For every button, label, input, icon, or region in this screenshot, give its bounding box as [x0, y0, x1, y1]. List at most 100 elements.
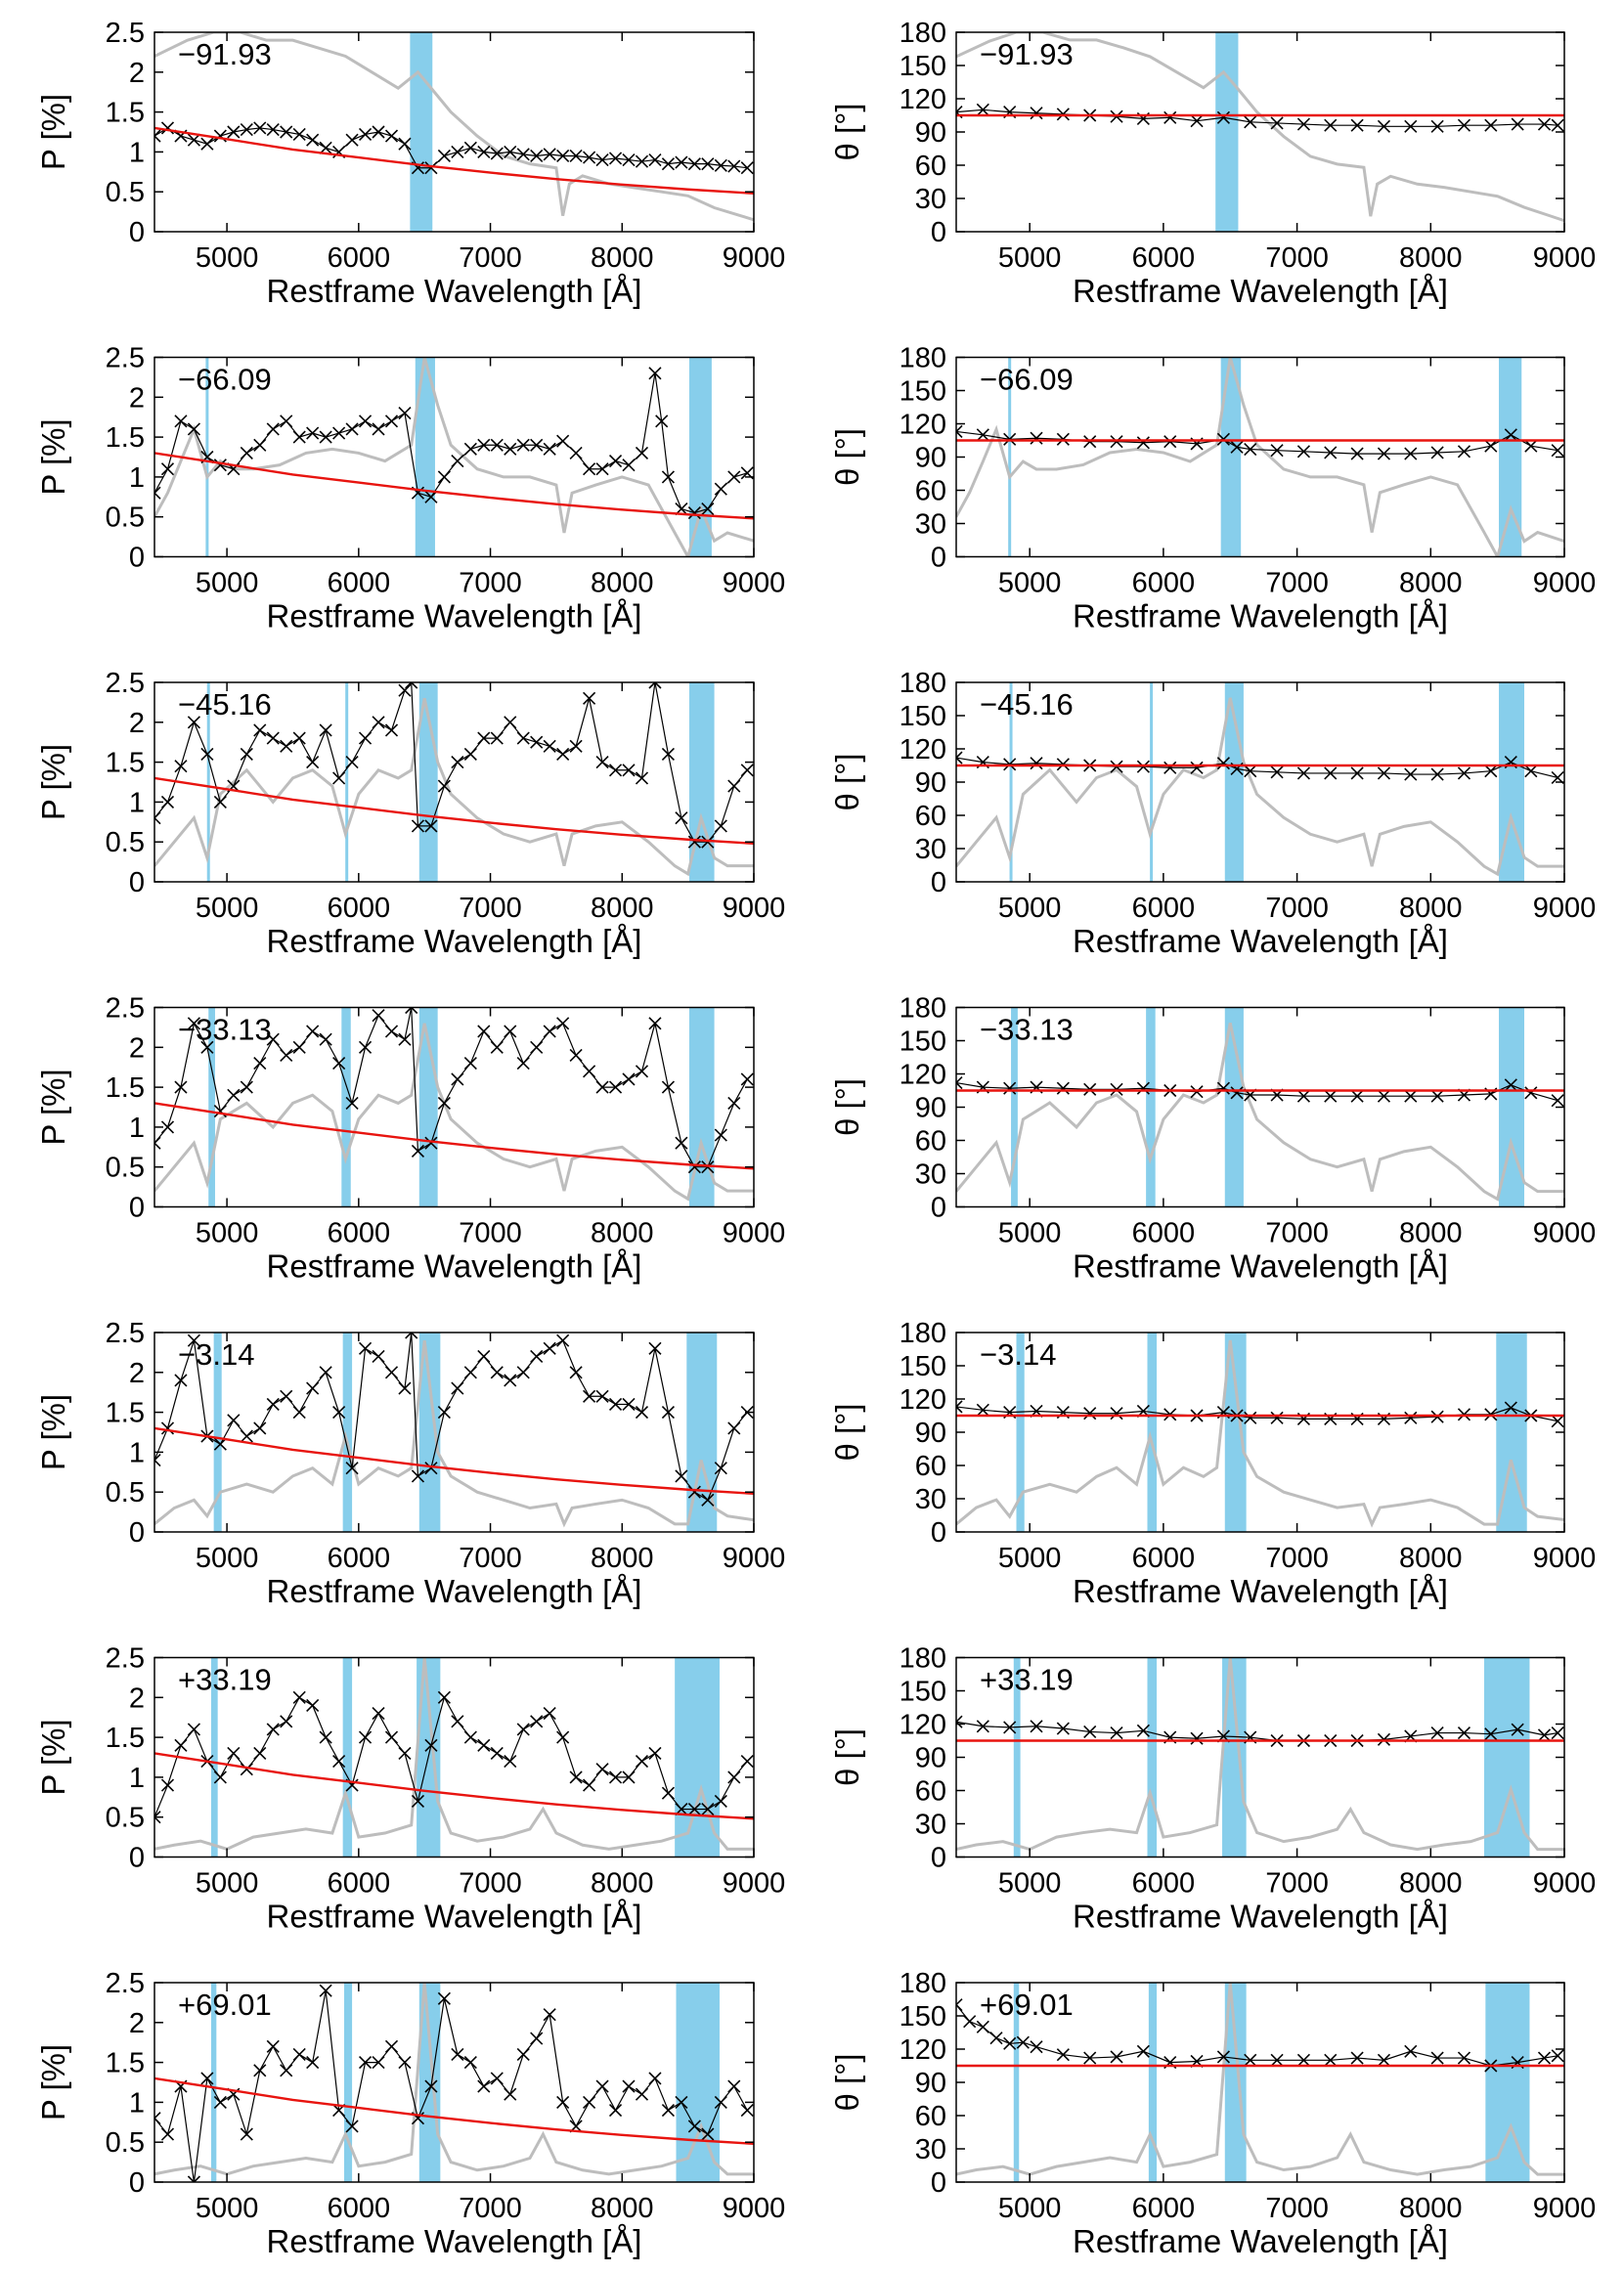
- y-tick-label: 1.5: [106, 98, 145, 129]
- data-point: [1003, 1721, 1017, 1734]
- data-point: [675, 2095, 688, 2109]
- data-point: [187, 716, 200, 729]
- data-point: [1404, 2044, 1418, 2058]
- data-point: [154, 1811, 161, 1824]
- model-curve: [154, 452, 754, 520]
- data-point: [424, 819, 438, 833]
- data-point: [1110, 1407, 1123, 1421]
- data-point: [1244, 443, 1257, 457]
- data-point: [424, 1738, 438, 1752]
- y-tick-label: 1.5: [106, 2048, 145, 2079]
- axes-frame: [154, 1006, 755, 1208]
- data-point: [1457, 766, 1471, 780]
- data-point: [405, 1007, 418, 1015]
- data-point: [306, 426, 320, 440]
- flux-spectrum-line: [154, 1983, 754, 2176]
- data-point: [661, 1406, 675, 1420]
- data-series-line: [154, 127, 748, 169]
- data-point: [516, 438, 530, 452]
- data-point: [372, 2056, 385, 2070]
- y-tick-label: 180: [900, 1318, 946, 1349]
- data-point: [516, 1057, 530, 1071]
- panel-label: −3.14: [980, 1337, 1056, 1372]
- axes-frame: [154, 31, 755, 233]
- data-point: [1551, 1415, 1564, 1428]
- x-tick-label: 9000: [1533, 1868, 1597, 1900]
- data-point: [1504, 428, 1517, 442]
- y-tick-label: 150: [900, 1027, 946, 1058]
- model-curve: [154, 1102, 754, 1170]
- data-point: [1030, 757, 1043, 770]
- data-point: [292, 430, 306, 444]
- x-tick-label: 9000: [723, 568, 786, 599]
- data-point: [1511, 1723, 1524, 1736]
- data-point: [490, 2072, 504, 2085]
- data-point: [556, 1333, 570, 1347]
- data-point: [358, 1730, 373, 1744]
- y-tick-label: 90: [915, 1743, 946, 1774]
- x-tick-label: 7000: [1265, 1868, 1329, 1900]
- x-tick-label: 6000: [328, 242, 391, 274]
- data-point: [635, 154, 649, 168]
- data-point: [1216, 1081, 1230, 1095]
- plot-area: [154, 682, 754, 882]
- data-point: [1016, 2035, 1030, 2049]
- data-point: [516, 1366, 530, 1379]
- y-axis-label: P [%]: [35, 1394, 71, 1470]
- data-point: [345, 422, 359, 436]
- data-point: [292, 1040, 306, 1054]
- data-point: [345, 1096, 359, 1110]
- data-point: [687, 1802, 701, 1816]
- data-point: [727, 470, 741, 484]
- data-point: [1430, 1089, 1444, 1103]
- data-point: [1163, 110, 1177, 124]
- data-point: [187, 422, 200, 436]
- panel-4-polarization: 5000 6000 7000 8000 9000 0 0.5 1 1.5 2 2.5 Restfram…: [35, 993, 785, 1285]
- data-point: [405, 1333, 418, 1339]
- data-point: [1404, 1411, 1418, 1424]
- x-tick-label: 7000: [459, 893, 522, 924]
- data-series-line: [956, 1721, 1558, 1742]
- highlight-band: [1016, 1333, 1025, 1532]
- data-point: [1484, 1727, 1498, 1741]
- data-point: [569, 149, 583, 163]
- data-point: [1457, 2051, 1471, 2065]
- panel-label: +69.01: [980, 1988, 1074, 2022]
- data-point: [635, 1065, 649, 1078]
- data-point: [437, 1991, 451, 2005]
- data-point: [306, 133, 320, 147]
- data-point: [956, 751, 963, 765]
- data-point: [608, 2103, 623, 2118]
- data-point: [490, 1040, 504, 1054]
- data-point: [187, 133, 200, 147]
- data-point: [701, 1802, 715, 1816]
- data-point: [372, 1349, 385, 1364]
- highlight-band: [1147, 1333, 1158, 1532]
- data-point: [1324, 2053, 1338, 2067]
- x-tick-label: 5000: [196, 2193, 259, 2224]
- data-point: [622, 459, 636, 472]
- x-axis-label: Restframe Wavelength [Å]: [267, 2223, 642, 2259]
- data-point: [727, 1770, 741, 1784]
- x-tick-label: 7000: [459, 1543, 522, 1574]
- data-point: [213, 129, 227, 143]
- plot-area: [154, 1657, 754, 1858]
- data-point: [398, 407, 412, 420]
- data-point: [569, 446, 583, 459]
- highlight-band: [1148, 1983, 1158, 2182]
- data-point: [701, 1493, 715, 1507]
- data-point: [1030, 1720, 1043, 1733]
- data-point: [477, 2079, 491, 2093]
- data-point: [714, 2095, 727, 2109]
- panel-6-polarization: 5000 6000 7000 8000 9000 0 0.5 1 1.5 2 2.5 Restfram…: [35, 1643, 785, 1935]
- x-tick-label: 7000: [459, 2193, 522, 2224]
- data-point: [319, 1984, 332, 1997]
- data-point: [174, 1374, 188, 1387]
- data-point: [556, 434, 570, 448]
- data-point: [240, 2127, 253, 2141]
- data-point: [543, 1341, 556, 1355]
- y-axis-label: θ [°]: [829, 2053, 865, 2111]
- data-point: [675, 1136, 688, 1150]
- data-point: [372, 1707, 385, 1721]
- data-point: [319, 1730, 332, 1744]
